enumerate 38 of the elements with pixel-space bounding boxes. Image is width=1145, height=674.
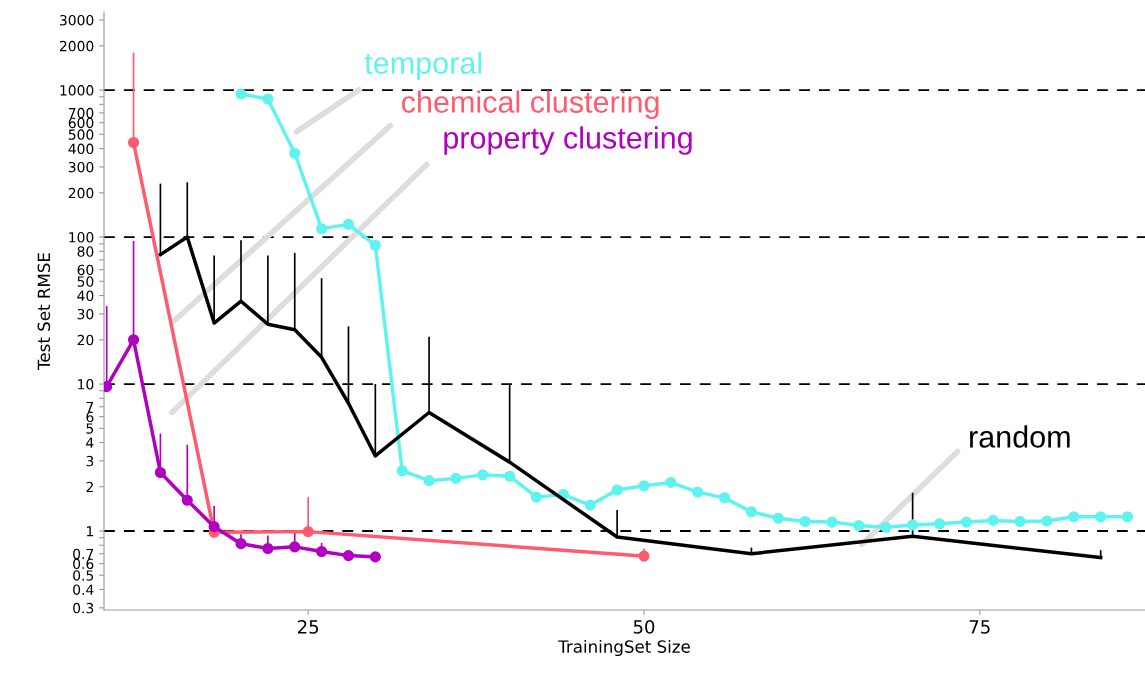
y-tick-label: 600 [68,117,94,129]
y-tick-label: 2000 [59,40,94,52]
y-tick-label: 6 [86,411,94,423]
y-tick-label: 60 [77,264,94,276]
y-tick-label: 3 [86,455,94,467]
y-tick-label: 5 [86,423,94,434]
text: random [970,425,1070,448]
y-tick-label: 200 [68,187,94,199]
y-axis-title: Test Set RMSE [37,253,51,370]
x-tick-label: 25 [298,620,319,634]
text: property clustering [444,126,692,155]
text: temporal [364,51,482,81]
y-tick-label: 0.5 [73,570,94,581]
x-tick-label: 75 [969,620,990,634]
y-tick-label: 7 [86,401,94,413]
y-tick-label: 0.7 [73,548,94,560]
x-axis-title: TrainingSet Size [558,639,690,657]
y-tick-label: 100 [69,232,94,243]
y-tick-label: 700 [68,107,94,119]
y-tick-label: 2 [86,481,93,493]
y-tick-label: 300 [68,161,94,173]
y-tick-label: 40 [77,290,94,302]
text: chemical clustering [401,90,659,119]
y-tick-label: 1000 [60,85,94,96]
x-tick-label: 50 [633,620,655,634]
y-tick-label: 10 [78,379,94,390]
y-tick-label: 30 [77,308,94,320]
y-tick-label: 3000 [59,14,94,26]
y-tick-label: 0.3 [73,602,94,614]
y-tick-label: 1 [86,526,93,537]
y-tick-label: 50 [77,276,94,287]
y-tick-label: 4 [86,437,94,448]
y-tick-label: 0.6 [73,558,94,570]
y-tick-label: 80 [77,246,94,257]
y-tick-label: 500 [68,129,94,140]
y-tick-label: 400 [68,143,94,155]
y-tick-label: 20 [77,334,94,346]
y-tick-label: 0.4 [73,584,94,595]
